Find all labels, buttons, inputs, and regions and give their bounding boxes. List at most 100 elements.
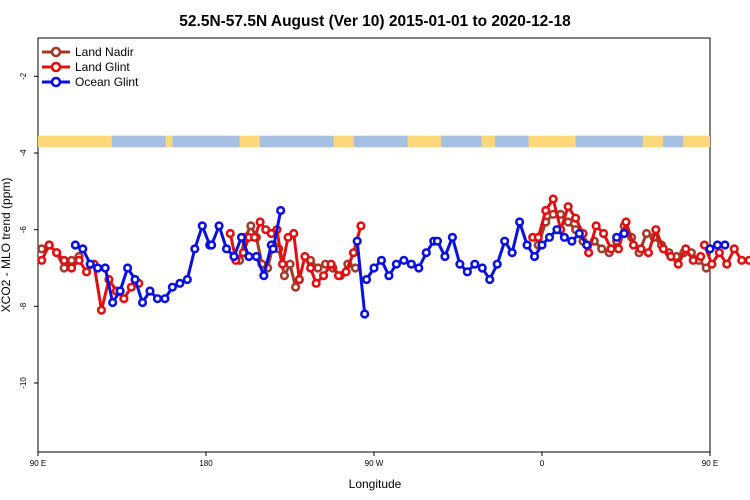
data-point-ocean-glint (352, 236, 362, 246)
data-point-ocean-glint (214, 221, 224, 231)
data-point-land-nadir (313, 263, 323, 273)
data-point-land-glint (666, 251, 676, 262)
legend-item-land-glint: Land Glint (42, 60, 130, 74)
data-point-land-glint (563, 202, 573, 212)
data-point-land-glint (714, 248, 724, 258)
data-point-land-glint (548, 194, 558, 204)
map-strip-ocean (111, 135, 166, 148)
data-point-ocean-glint (470, 259, 480, 269)
data-point-ocean-glint (440, 251, 450, 262)
data-point-ocean-glint (582, 240, 592, 250)
data-point-ocean-glint (70, 240, 80, 250)
map-strip-ocean (172, 135, 240, 148)
legend-swatch-marker (50, 61, 62, 73)
data-point-ocean-glint (276, 205, 286, 216)
legend-label: Land Nadir (75, 45, 134, 59)
data-point-land-glint (249, 232, 260, 242)
data-point-land-glint (737, 255, 747, 265)
data-point-ocean-glint (552, 225, 562, 235)
data-point-ocean-glint (462, 267, 472, 277)
data-point-land-glint (44, 240, 54, 250)
legend-item-ocean-glint: Ocean Glint (42, 75, 139, 89)
data-point-ocean-glint (85, 259, 95, 269)
data-point-ocean-glint (559, 232, 570, 242)
map-strip-ocean (259, 135, 334, 148)
data-point-ocean-glint (529, 251, 540, 262)
data-point-ocean-glint (152, 294, 163, 304)
data-point-land-glint (119, 294, 129, 304)
data-point-ocean-glint (207, 240, 217, 250)
data-point-land-glint (673, 259, 683, 269)
map-strip-ocean (353, 135, 408, 148)
data-point-land-glint (628, 240, 639, 250)
data-point-ocean-glint (221, 244, 232, 254)
data-point-land-glint (584, 248, 594, 258)
data-point-ocean-glint (100, 263, 110, 273)
data-point-ocean-glint (197, 221, 207, 231)
legend-label: Land Glint (75, 60, 130, 74)
data-point-ocean-glint (544, 232, 555, 242)
data-point-ocean-glint (175, 278, 185, 288)
data-point-land-glint (59, 255, 69, 265)
y-tick-label: -2 (19, 72, 28, 80)
data-point-ocean-glint (130, 274, 140, 285)
data-point-ocean-glint (432, 236, 443, 246)
data-point-ocean-glint (421, 248, 431, 258)
data-point-ocean-glint (167, 282, 177, 292)
data-point-land-glint (541, 205, 551, 216)
data-point-ocean-glint (369, 263, 379, 273)
data-point-land-nadir (563, 217, 573, 227)
data-point-land-glint (66, 263, 77, 273)
data-point-ocean-glint (537, 240, 547, 250)
y-axis: -2 -4 -6 -8 -10 (19, 72, 38, 389)
series-line-land-glint (703, 244, 750, 266)
map-strip-ocean (494, 135, 529, 148)
data-point-land-glint (326, 259, 336, 269)
data-point-ocean-glint (485, 274, 495, 285)
data-point-land-glint (643, 248, 654, 258)
data-point-ocean-glint (574, 228, 584, 239)
data-point-land-nadir (59, 263, 69, 273)
data-point-ocean-glint (705, 244, 715, 254)
data-point-land-glint (311, 278, 321, 288)
data-point-land-glint (356, 221, 366, 231)
data-point-land-glint (37, 255, 47, 265)
data-point-ocean-glint (399, 255, 409, 265)
x-axis-label: Longitude (349, 477, 402, 491)
data-point-land-glint (729, 244, 739, 254)
y-tick-label: -6 (19, 226, 28, 234)
data-point-ocean-glint (251, 251, 261, 262)
data-point-land-glint (74, 255, 84, 265)
data-point-land-nadir (597, 244, 607, 254)
data-point-ocean-glint (259, 271, 269, 281)
data-point-land-glint (333, 271, 344, 281)
y-tick-label: -4 (19, 149, 28, 157)
x-tick-label: 90 E (30, 459, 46, 468)
data-point-ocean-glint (619, 228, 629, 239)
data-point-ocean-glint (522, 240, 532, 250)
data-point-land-nadir (350, 263, 360, 273)
series-ocean-glint (70, 205, 730, 319)
y-axis-label: XCO2 - MLO trend (ppm) (0, 178, 13, 313)
data-point-ocean-glint (236, 232, 247, 242)
data-point-land-nadir (291, 282, 301, 292)
data-point-ocean-glint (455, 259, 465, 269)
data-point-land-glint (348, 248, 359, 258)
data-point-land-glint (277, 259, 288, 269)
data-point-ocean-glint (244, 251, 254, 262)
series-line-ocean-glint (271, 210, 283, 250)
data-point-ocean-glint (93, 263, 103, 273)
data-point-ocean-glint (122, 263, 133, 273)
data-point-ocean-glint (507, 248, 517, 258)
data-point-land-glint (289, 228, 299, 239)
data-point-land-glint (300, 251, 310, 262)
data-point-ocean-glint (376, 255, 387, 265)
data-point-land-glint (81, 267, 92, 277)
series-land-glint (37, 194, 750, 315)
data-point-land-glint (744, 255, 750, 265)
data-point-land-nadir (279, 271, 290, 281)
map-strip-ocean (575, 135, 643, 148)
data-point-ocean-glint (492, 259, 502, 269)
